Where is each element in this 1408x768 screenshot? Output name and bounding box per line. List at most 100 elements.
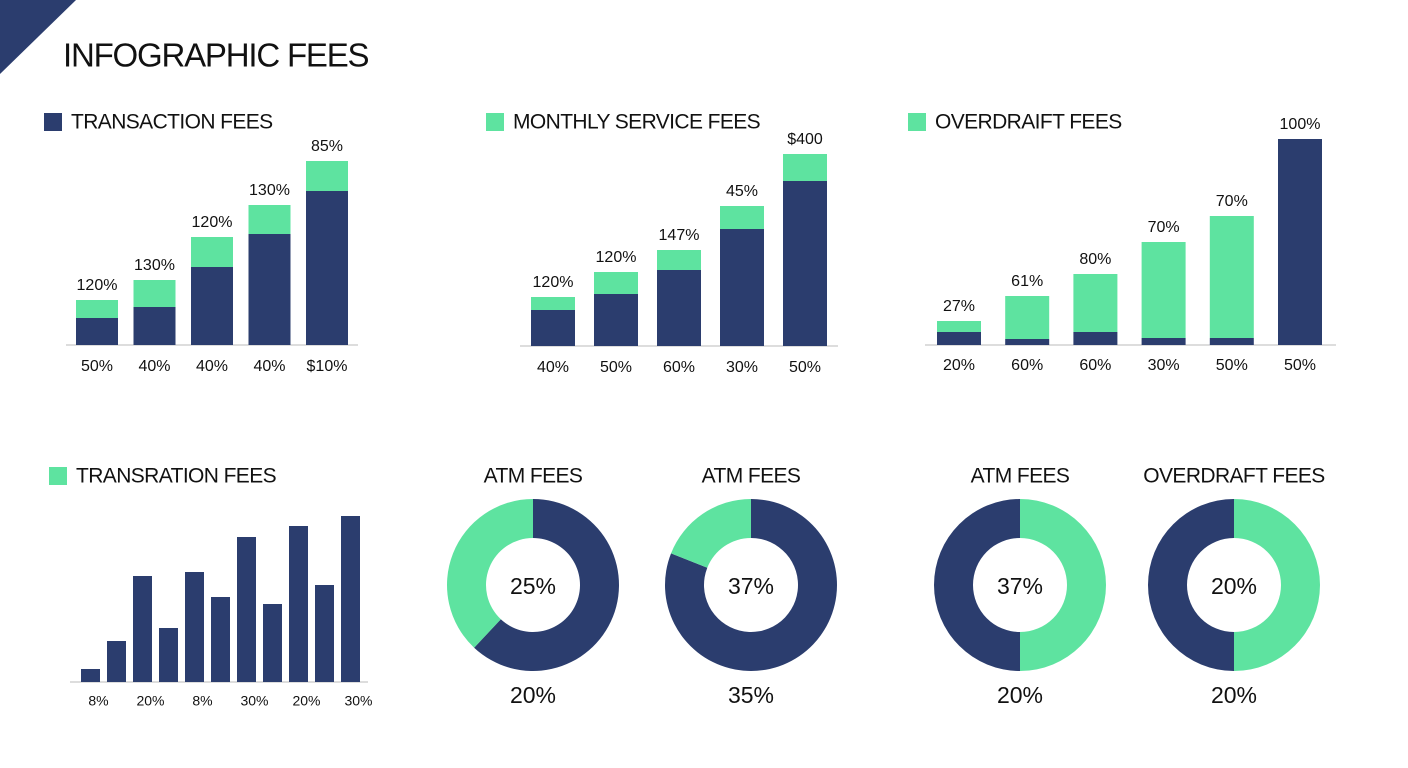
x-tick-label: 40% xyxy=(537,359,569,376)
bar-segment xyxy=(306,161,348,191)
x-tick-label: 8% xyxy=(192,693,212,709)
bar xyxy=(133,576,152,682)
bar-segment xyxy=(76,318,118,345)
bar-segment xyxy=(937,332,981,345)
bar-segment xyxy=(1141,242,1186,338)
bar-annotation: 70% xyxy=(1216,193,1248,210)
bar-segment xyxy=(1005,339,1050,345)
donut-slice xyxy=(671,499,751,568)
bar-annotation: 147% xyxy=(659,227,700,244)
bar-segment xyxy=(720,229,764,346)
bar-annotation: 120% xyxy=(192,214,233,231)
bar-segment xyxy=(133,280,176,307)
donut-slice xyxy=(474,499,620,671)
bar-segment xyxy=(1209,338,1254,345)
bar-annotation: 61% xyxy=(1011,273,1043,290)
x-tick-label: 40% xyxy=(196,358,228,375)
bar-annotation: 120% xyxy=(596,249,637,266)
bar-segment xyxy=(1209,216,1254,338)
bar-segment xyxy=(783,154,827,181)
legend-swatch xyxy=(49,467,67,485)
bar xyxy=(315,585,334,682)
bar-annotation: 27% xyxy=(943,298,975,315)
donut-center-label: 37% xyxy=(728,573,774,599)
donut-slice xyxy=(665,499,837,671)
donut-center-label: 25% xyxy=(510,573,556,599)
bar-segment xyxy=(76,300,118,318)
bar-segment xyxy=(594,294,638,346)
donut-bottom-label: 20% xyxy=(510,682,556,708)
donut-title: OVERDRAFT FEES xyxy=(1143,465,1325,488)
donut-title: ATM FEES xyxy=(484,465,583,488)
x-tick-label: 20% xyxy=(943,357,975,374)
x-tick-label: 30% xyxy=(240,693,268,709)
legend-swatch xyxy=(44,113,62,131)
bar-annotation: 80% xyxy=(1079,251,1111,268)
corner-triangle xyxy=(0,0,76,74)
bar-segment xyxy=(191,267,233,345)
bar-segment xyxy=(1073,274,1118,332)
legend-label: TRANSRATION FEES xyxy=(76,465,277,488)
bar-segment xyxy=(248,234,291,345)
x-tick-label: 60% xyxy=(1079,357,1111,374)
x-tick-label: 20% xyxy=(292,693,320,709)
bar-annotation: 45% xyxy=(726,183,758,200)
bar-annotation: 85% xyxy=(311,138,343,155)
x-tick-label: $10% xyxy=(307,358,348,375)
x-tick-label: 8% xyxy=(88,693,108,709)
donut-title: ATM FEES xyxy=(702,465,801,488)
bar-segment xyxy=(133,307,176,345)
bar-segment xyxy=(783,181,827,346)
bar-annotation: 70% xyxy=(1148,219,1180,236)
bar-segment xyxy=(720,206,764,229)
bar-annotation: 120% xyxy=(533,274,574,291)
bar-segment xyxy=(531,297,575,310)
x-tick-label: 30% xyxy=(344,693,372,709)
donut-center-label: 37% xyxy=(997,573,1043,599)
legend-swatch xyxy=(908,113,926,131)
x-tick-label: 30% xyxy=(1148,357,1180,374)
page-title: INFOGRAPHIC FEES xyxy=(63,37,369,74)
donut-slice xyxy=(934,499,1020,671)
bar xyxy=(237,537,256,682)
legend-label: OVERDRAIFT FEES xyxy=(935,111,1122,134)
bar-annotation: $400 xyxy=(787,131,823,148)
legend-label: MONTHLY SERVICE FEES xyxy=(513,111,761,134)
bar-annotation: 120% xyxy=(77,277,118,294)
bar xyxy=(159,628,178,682)
bar xyxy=(81,669,100,682)
x-tick-label: 50% xyxy=(1216,357,1248,374)
donut-slice xyxy=(1148,499,1234,671)
bar-segment xyxy=(1073,332,1118,345)
bar-segment xyxy=(594,272,638,294)
bar-segment xyxy=(937,321,981,332)
x-tick-label: 50% xyxy=(600,359,632,376)
donut-bottom-label: 20% xyxy=(997,682,1043,708)
donut-bottom-label: 35% xyxy=(728,682,774,708)
bar xyxy=(341,516,360,682)
x-tick-label: 60% xyxy=(663,359,695,376)
x-tick-label: 60% xyxy=(1011,357,1043,374)
x-tick-label: 50% xyxy=(1284,357,1316,374)
bar-segment xyxy=(191,237,233,267)
bar-segment xyxy=(657,270,701,346)
x-tick-label: 50% xyxy=(789,359,821,376)
bar-annotation: 130% xyxy=(134,257,175,274)
x-tick-label: 30% xyxy=(726,359,758,376)
bar xyxy=(185,572,204,682)
donut-title: ATM FEES xyxy=(971,465,1070,488)
bar-segment xyxy=(1141,338,1186,345)
x-tick-label: 20% xyxy=(136,693,164,709)
bar-annotation: 130% xyxy=(249,182,290,199)
bar xyxy=(107,641,126,682)
bar-segment xyxy=(657,250,701,270)
donut-center-label: 20% xyxy=(1211,573,1257,599)
legend-swatch xyxy=(486,113,504,131)
x-tick-label: 50% xyxy=(81,358,113,375)
donut-bottom-label: 20% xyxy=(1211,682,1257,708)
bar-segment xyxy=(1005,296,1050,339)
bar-segment xyxy=(1278,139,1322,345)
donut-slice xyxy=(1020,499,1106,671)
donut-slice xyxy=(447,499,533,648)
